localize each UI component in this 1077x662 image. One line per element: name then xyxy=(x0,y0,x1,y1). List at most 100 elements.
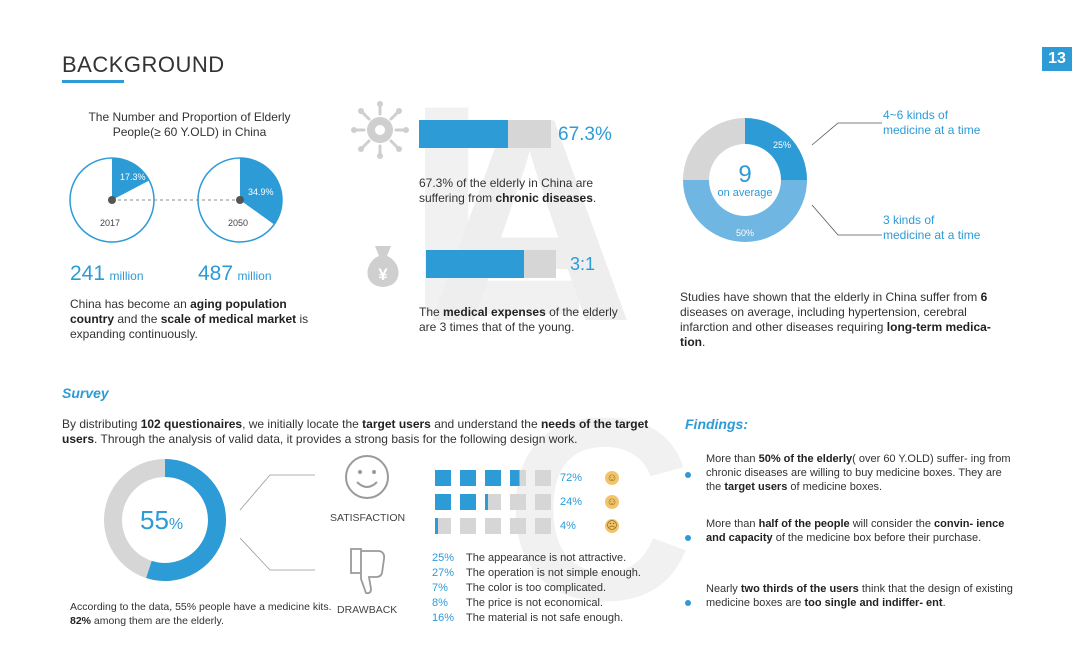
chronic-description: 67.3% of the elderly in China are suffer… xyxy=(419,176,597,205)
findings-bullet-2 xyxy=(685,535,691,541)
satisfaction-square xyxy=(435,494,451,510)
expense-bar-track xyxy=(426,250,556,278)
finding-item-2: More than half of the people will consid… xyxy=(706,518,1005,544)
donut-label-25: 25% xyxy=(773,140,791,150)
sad-face-icon: ☹ xyxy=(605,519,619,533)
donut-label-50: 50% xyxy=(736,228,754,238)
satisfaction-square xyxy=(460,518,476,534)
satisfaction-row: 24% ☺ xyxy=(435,490,619,514)
diseases-donut: 25% 50% 9 on average xyxy=(683,118,807,242)
survey-donut-arc xyxy=(146,459,226,581)
satisfaction-row: 72% ☺ xyxy=(435,466,619,490)
satisfaction-square xyxy=(485,494,501,510)
drawback-text: The color is too complicated. xyxy=(466,582,607,594)
pie-2050-year: 2050 xyxy=(228,218,248,228)
chronic-bar-track xyxy=(419,120,551,148)
finding-item-1: More than 50% of the elderly( over 60 Y.… xyxy=(706,453,1011,493)
virus-icon xyxy=(351,101,409,159)
smile-face-icon: ☺ xyxy=(605,471,619,485)
survey-intro: By distributing 102 questionaires, we in… xyxy=(62,417,649,446)
expense-value: 3:1 xyxy=(570,254,596,274)
satisfaction-square xyxy=(510,494,526,510)
drawback-text: The operation is not simple enough. xyxy=(466,567,641,579)
satisfaction-square xyxy=(510,518,526,534)
drawback-label: DRAWBACK xyxy=(337,604,398,616)
satisfaction-square xyxy=(435,470,451,486)
findings-heading: Findings: xyxy=(685,416,748,432)
satisfaction-square xyxy=(435,518,451,534)
survey-bracket-lines xyxy=(239,474,315,571)
drawback-percent: 8% xyxy=(432,597,448,609)
elderly-pie-charts: 17.3% 34.9% 2017 2050 xyxy=(69,157,283,243)
drawback-percent: 25% xyxy=(432,552,455,564)
satisfaction-row: 4% ☹ xyxy=(435,514,619,538)
count-2017-unit: million xyxy=(109,269,144,283)
title-underline xyxy=(62,80,124,83)
diseases-description: Studies have shown that the elderly in C… xyxy=(680,290,991,349)
satisfaction-label: SATISFACTION xyxy=(330,512,406,524)
findings-bullet-1 xyxy=(685,472,691,478)
chronic-bar-fill xyxy=(419,120,508,148)
expense-description: The medical expenses of the elderly are … xyxy=(419,305,618,334)
drawback-percent: 27% xyxy=(432,567,455,579)
svg-text:¥: ¥ xyxy=(378,265,388,284)
donut-callout-lines xyxy=(811,122,882,236)
watermark-letter-l: L xyxy=(405,42,589,378)
drawback-item: 7% The color is too complicated. xyxy=(432,581,641,596)
satisfaction-value: 4% xyxy=(560,520,576,532)
findings-bullet-3 xyxy=(685,600,691,606)
count-2050-number: 487 xyxy=(198,262,234,285)
satisfaction-square xyxy=(535,518,551,534)
callout-3-kinds: 3 kinds of medicine at a time xyxy=(883,213,981,242)
donut-segment-50 xyxy=(683,180,807,242)
chronic-value: 67.3% xyxy=(558,124,612,145)
survey-donut-value: 55% xyxy=(140,505,184,535)
elderly-heading-line1: The Number and Proportion of Elderly xyxy=(88,110,291,124)
count-2017-number: 241 xyxy=(70,262,106,285)
drawback-text: The price is not economical. xyxy=(466,597,603,609)
drawback-list: 25% The appearance is not attractive. 27% T… xyxy=(432,551,641,626)
thumbs-down-icon xyxy=(350,548,386,595)
elderly-description: China has become an aging population cou… xyxy=(70,297,309,341)
survey-donut xyxy=(104,459,226,581)
satisfaction-square xyxy=(535,494,551,510)
satisfaction-value: 24% xyxy=(560,496,583,508)
page-number-badge: 13 xyxy=(1042,47,1072,71)
survey-heading: Survey xyxy=(62,385,109,401)
drawback-text: The material is not safe enough. xyxy=(466,612,624,624)
count-2017: 241 million xyxy=(70,262,144,286)
satisfaction-value: 72% xyxy=(560,472,583,484)
satisfaction-square xyxy=(485,518,501,534)
count-2050-unit: million xyxy=(237,269,272,283)
satisfaction-bars: 72% ☺ 24% ☺ 4% ☹ xyxy=(435,466,619,538)
page-title: BACKGROUND xyxy=(62,52,225,77)
drawback-item: 8% The price is not economical. xyxy=(432,596,641,611)
smiley-face-icon xyxy=(345,455,389,499)
watermark-letter-c: C xyxy=(505,365,693,655)
satisfaction-square xyxy=(460,470,476,486)
drawback-text: The appearance is not attractive. xyxy=(466,552,627,564)
pie-2017-label: 17.3% xyxy=(120,172,146,182)
pie-2017-slice xyxy=(112,158,150,200)
pie-2017-center-dot xyxy=(108,196,116,204)
drawback-percent: 7% xyxy=(432,582,448,594)
drawback-percent: 16% xyxy=(432,612,455,624)
count-2050: 487 million xyxy=(198,262,272,286)
survey-donut-description: According to the data, 55% people have a… xyxy=(70,601,332,627)
donut-segment-other xyxy=(683,118,745,180)
drawback-item: 25% The appearance is not attractive. xyxy=(432,551,641,566)
drawback-item: 27% The operation is not simple enough. xyxy=(432,566,641,581)
satisfaction-square xyxy=(460,494,476,510)
pie-2050-label: 34.9% xyxy=(248,187,274,197)
donut-center-number: 9 xyxy=(738,161,751,188)
satisfaction-square xyxy=(510,470,526,486)
satisfaction-square xyxy=(535,470,551,486)
pie-2050-center-dot xyxy=(236,196,244,204)
drawback-item: 16% The material is not safe enough. xyxy=(432,611,641,626)
donut-segment-25 xyxy=(745,118,807,180)
elderly-heading: The Number and Proportion of Elderly Peo… xyxy=(62,110,317,140)
finding-item-3: Nearly two thirds of the users think tha… xyxy=(706,583,1013,609)
smile-face-icon: ☺ xyxy=(605,495,619,509)
expense-bar-fill xyxy=(426,250,524,278)
satisfaction-square xyxy=(485,470,501,486)
